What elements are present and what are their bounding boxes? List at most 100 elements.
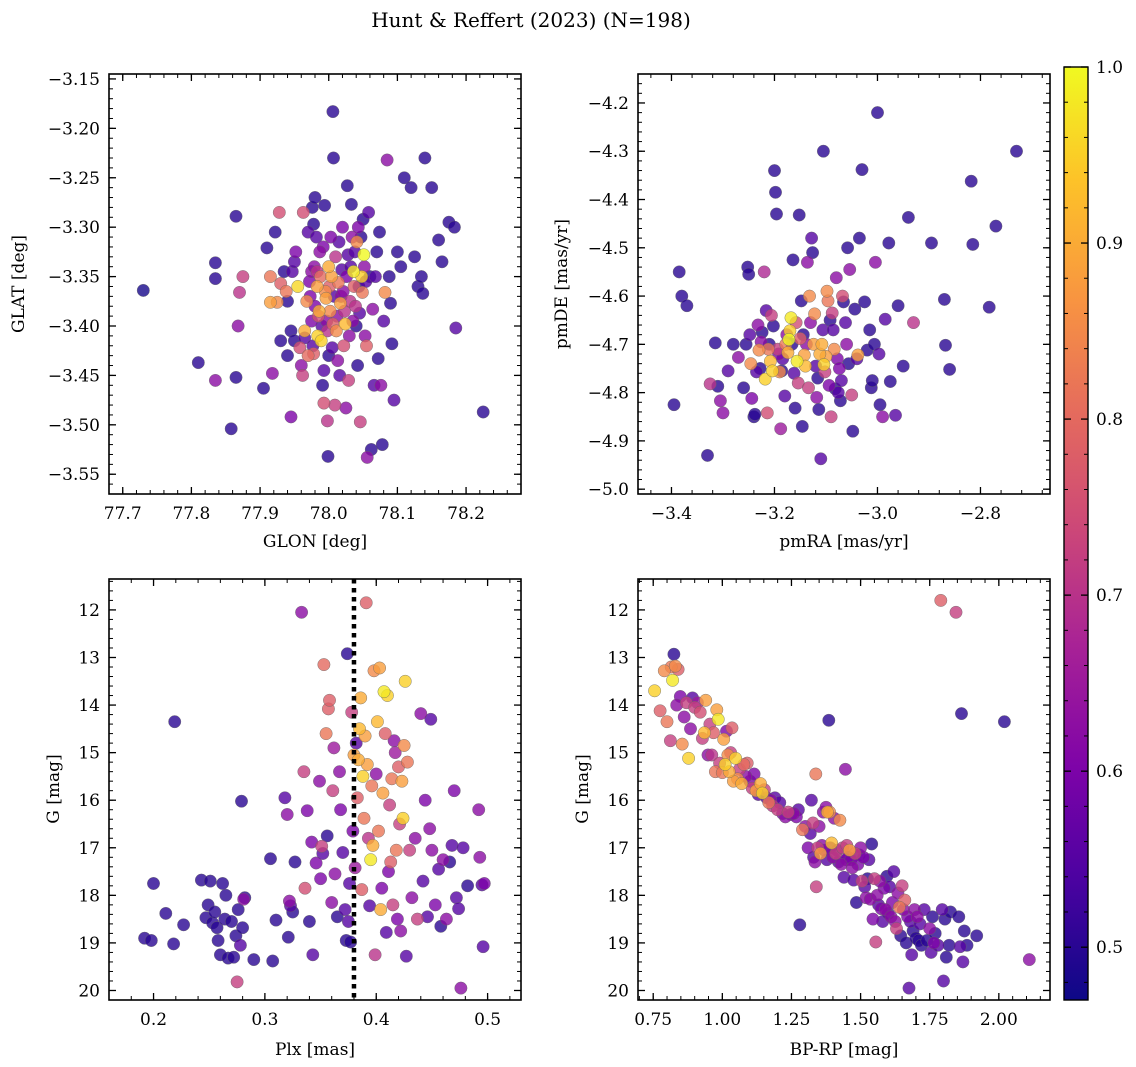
data-point [803,289,816,303]
data-point [312,304,326,318]
data-point [355,883,369,896]
data-point [264,852,277,866]
data-point [342,373,355,387]
data-point [698,726,711,740]
data-point [233,285,246,299]
data-point [905,948,919,962]
data-point [229,209,243,223]
data-point [810,390,824,404]
data-point [748,407,762,421]
panel-sky-points [136,105,490,464]
colorbar-tick-label: 0.7 [1096,586,1123,606]
data-point [289,245,303,259]
y-tick-label: −3.45 [48,366,100,386]
data-point [397,171,411,185]
data-point [806,816,820,830]
data-point [230,975,244,989]
data-point [682,751,695,765]
y-tick-label: −4.9 [588,432,629,452]
data-point [882,236,896,250]
data-point [717,732,731,746]
data-point [227,950,241,964]
data-point [295,605,308,619]
data-point [855,163,869,177]
colorbar-tick-label: 0.5 [1096,938,1123,958]
data-point [356,770,370,783]
data-point [817,358,831,371]
data-point [372,824,385,838]
data-point [317,364,331,377]
data-point [355,285,369,299]
data-point [477,877,491,890]
data-point [865,374,879,387]
data-point [447,784,461,798]
y-tick-label: −3.30 [48,218,100,238]
data-point [667,398,681,412]
data-point [953,940,967,954]
panel-sky-ylabel: GLAT [deg] [9,235,29,333]
y-tick-label: −4.7 [588,335,629,355]
data-point [390,912,404,926]
data-point [338,317,352,331]
data-point [896,359,910,373]
data-point [291,280,305,293]
data-point [288,855,302,869]
data-point [998,715,1011,729]
y-tick-label: −4.4 [588,191,629,211]
data-point [423,822,437,836]
data-point [414,707,428,720]
data-point [883,375,897,388]
colorbar-tick-label: 0.8 [1096,410,1123,430]
data-point [319,727,333,740]
data-point [795,419,809,433]
data-point [326,105,340,119]
data-point [389,843,403,857]
data-point [340,647,354,661]
data-point [208,272,222,285]
data-point [846,424,860,438]
data-point [362,205,375,219]
data-point [711,712,725,726]
data-point [840,337,853,351]
data-point [424,712,438,726]
data-point [454,981,468,995]
data-point [672,265,686,279]
data-point [781,805,795,819]
data-point [781,346,795,359]
data-point [821,805,834,819]
data-point [705,748,719,762]
data-point [337,339,351,353]
data-point [982,300,996,314]
data-point [366,839,380,852]
data-point [342,329,356,343]
data-point [866,912,880,926]
data-point [394,924,408,938]
x-tick-label: 78.2 [447,504,485,524]
data-point [784,311,798,325]
panel-color-xlabel: BP-RP [mag] [790,1040,899,1060]
data-point [306,948,320,962]
data-point [768,164,781,178]
data-point [317,658,331,671]
data-point [374,378,388,392]
data-point [855,874,869,888]
data-point [353,722,366,736]
y-tick-label: −3.15 [48,70,100,90]
data-point [435,255,449,269]
data-point [927,936,941,950]
panel-pm-frame [637,73,1051,495]
data-point [387,393,401,407]
data-point [902,210,915,224]
data-point [845,388,859,402]
data-point [873,398,887,412]
data-point [317,396,331,410]
y-tick-label: −4.8 [588,384,629,404]
x-tick-label: 77.7 [104,504,142,524]
data-point [365,779,379,793]
data-point [892,900,906,914]
data-point [350,235,364,249]
data-point [327,151,340,165]
data-point [708,336,722,350]
data-point [476,405,490,419]
y-tick-label: 13 [607,648,629,668]
